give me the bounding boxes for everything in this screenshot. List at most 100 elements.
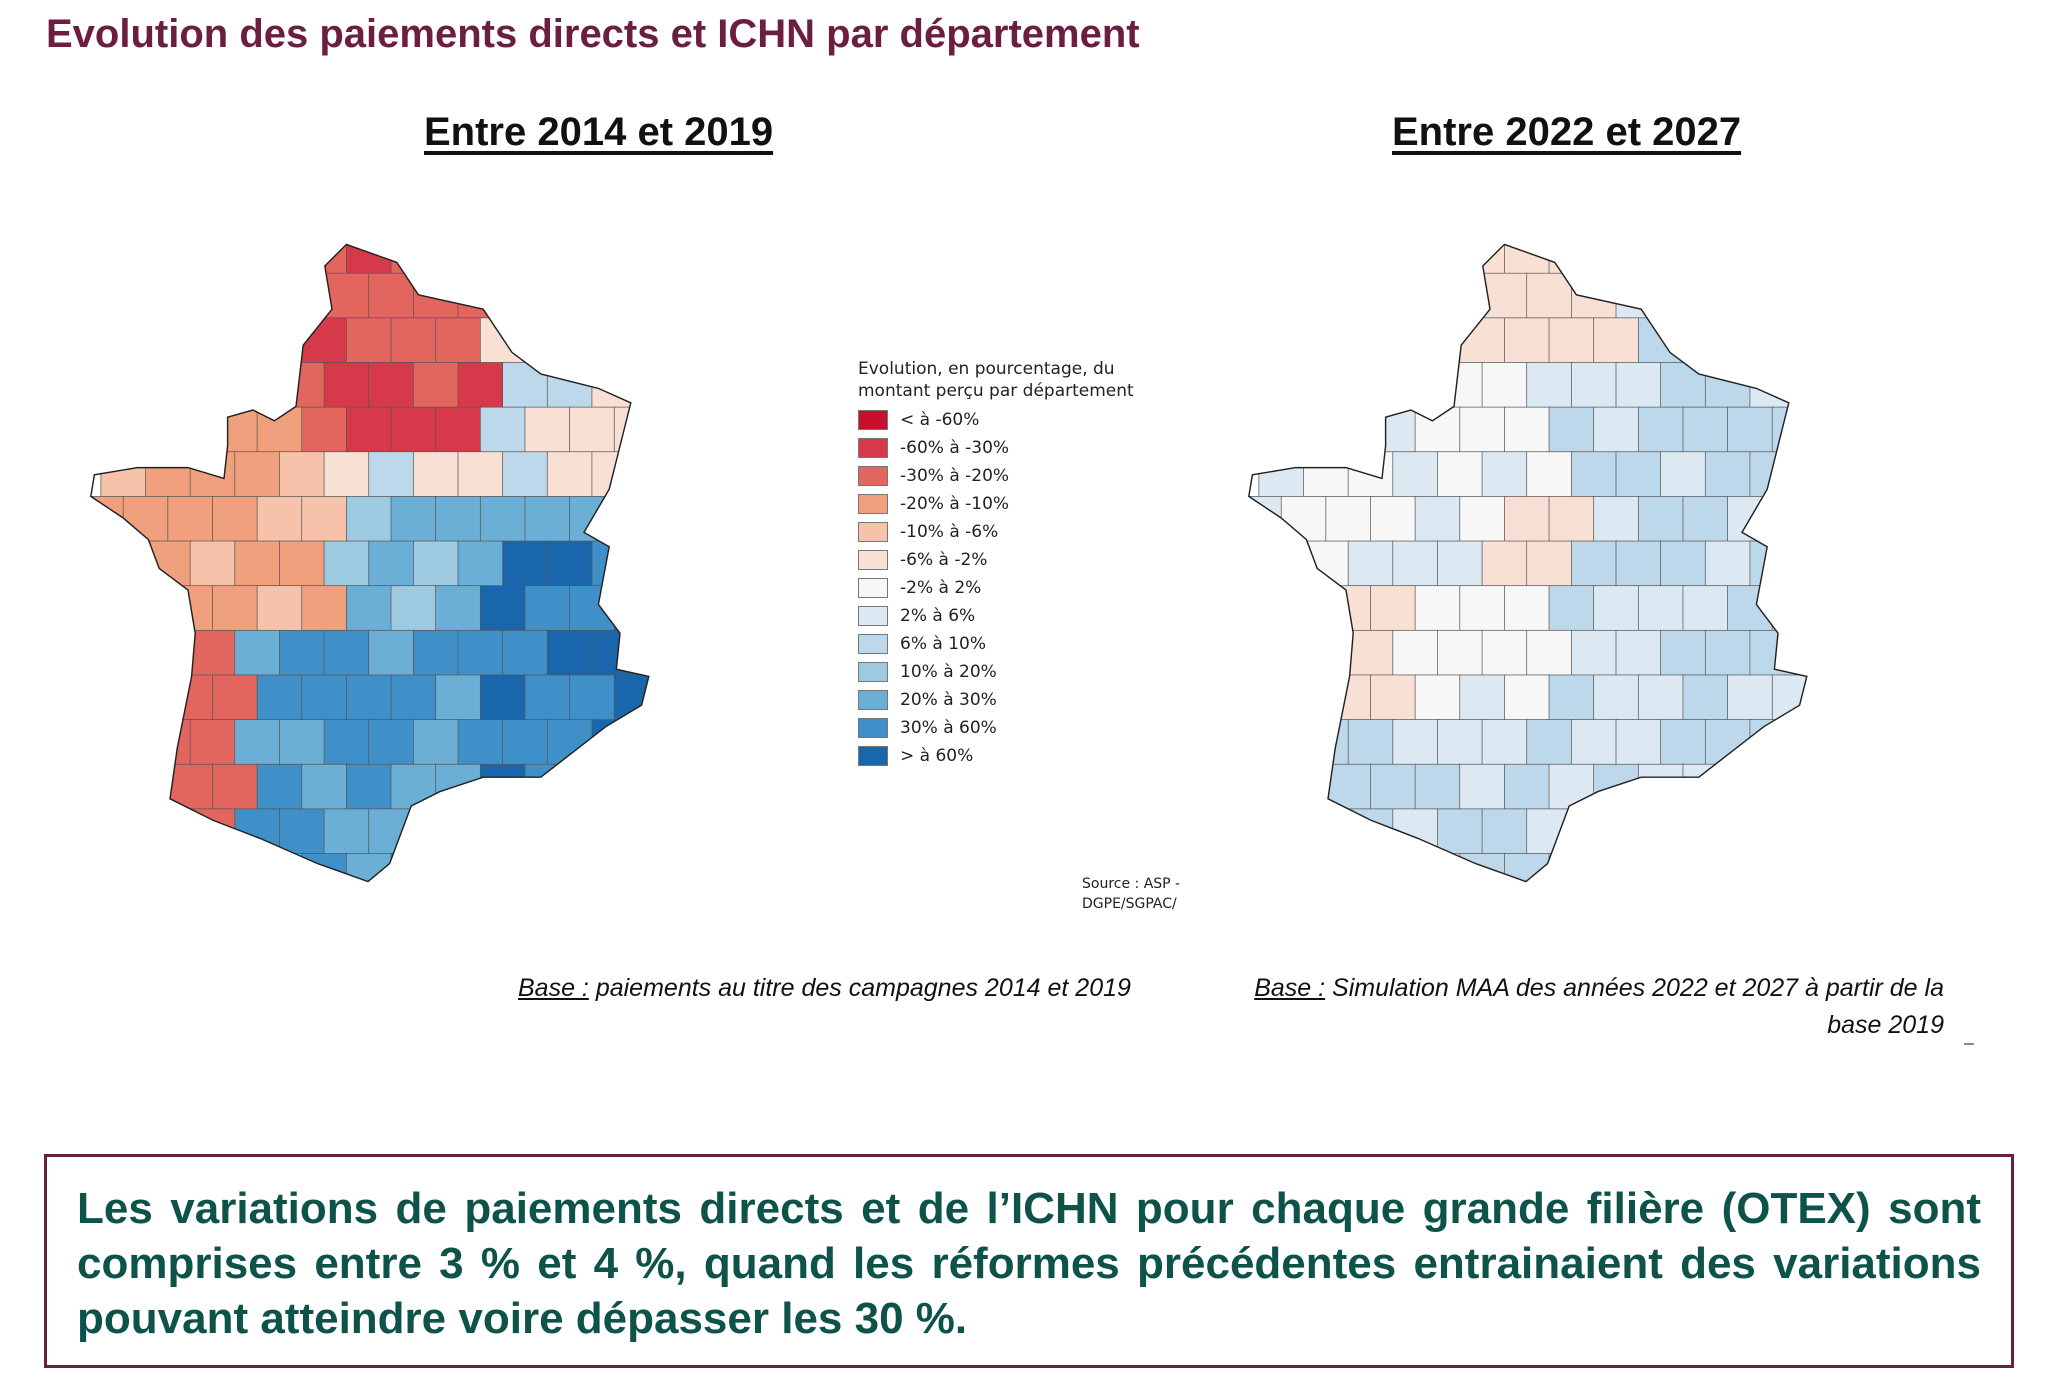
- department-region: [390, 585, 438, 633]
- department-region: [591, 540, 639, 588]
- department-region: [1347, 362, 1395, 409]
- department-region: [1839, 630, 1885, 676]
- department-region: [190, 898, 236, 944]
- department-region: [524, 674, 572, 722]
- department-region: [1258, 808, 1306, 856]
- legend-item: 2% à 6%: [858, 602, 1188, 630]
- department-region: [1817, 854, 1863, 900]
- france-map-2022-2027: [1248, 243, 1885, 944]
- department-region: [1437, 719, 1484, 767]
- legend-label: -2% à 2%: [900, 578, 982, 598]
- department-region: [1414, 496, 1462, 543]
- department-region: [479, 244, 527, 275]
- department-region: [1727, 853, 1775, 882]
- department-region: [145, 362, 192, 409]
- department-region: [502, 540, 550, 588]
- department-region: [1481, 629, 1529, 677]
- department-region: [256, 406, 304, 454]
- department-region: [1437, 808, 1484, 856]
- department-region: [1392, 362, 1440, 409]
- department-region: [681, 273, 727, 319]
- department-region: [524, 406, 572, 454]
- department-region: [1280, 496, 1328, 543]
- department-region: [681, 809, 727, 855]
- department-region: [323, 451, 371, 499]
- department-region: [1839, 362, 1885, 408]
- department-region: [1771, 763, 1807, 811]
- department-region: [413, 272, 460, 320]
- department-region: [1481, 451, 1529, 499]
- department-region: [1280, 763, 1328, 811]
- department-region: [1771, 674, 1807, 722]
- department-region: [279, 719, 326, 767]
- department-region: [90, 244, 126, 275]
- department-region: [681, 898, 727, 944]
- department-region: [1660, 272, 1708, 320]
- department-region: [279, 451, 326, 499]
- department-region: [1682, 496, 1730, 543]
- department-region: [189, 540, 237, 588]
- department-region: [458, 898, 504, 944]
- legend-item: -20% à -10%: [858, 490, 1188, 518]
- department-region: [324, 898, 370, 944]
- department-region: [1248, 674, 1283, 722]
- department-region: [1248, 406, 1283, 454]
- department-region: [613, 674, 649, 722]
- department-region: [1593, 585, 1641, 633]
- legend-label: < à -60%: [900, 410, 980, 430]
- department-region: [279, 808, 326, 856]
- department-region: [145, 808, 192, 856]
- legend-swatch: [858, 606, 888, 626]
- legend-item: 30% à 60%: [858, 714, 1188, 742]
- department-region: [1392, 719, 1440, 767]
- department-region: [1571, 898, 1617, 944]
- department-region: [323, 272, 371, 320]
- department-region: [502, 629, 550, 677]
- department-region: [301, 496, 349, 543]
- department-region: [1615, 808, 1663, 856]
- department-region: [1571, 451, 1618, 499]
- department-region: [1548, 244, 1596, 275]
- department-region: [1637, 763, 1685, 811]
- department-region: [301, 763, 349, 811]
- department-region: [613, 244, 649, 275]
- department-region: [435, 496, 483, 543]
- department-region: [90, 585, 126, 633]
- department-region: [1593, 853, 1641, 882]
- base-note-2022-2027: Base : Simulation MAA des années 2022 et…: [1224, 970, 1944, 1044]
- department-region: [546, 808, 594, 856]
- department-region: [546, 629, 594, 677]
- department-region: [1593, 244, 1641, 275]
- department-region: [1637, 244, 1685, 275]
- department-region: [390, 496, 438, 543]
- department-region: [145, 540, 192, 588]
- department-region: [1459, 585, 1507, 633]
- department-region: [1303, 272, 1350, 320]
- legend-item: < à -60%: [858, 406, 1188, 434]
- department-region: [212, 496, 259, 543]
- department-region: [1637, 674, 1685, 722]
- department-region: [1258, 719, 1306, 767]
- department-region: [368, 451, 416, 499]
- department-region: [100, 272, 148, 320]
- department-region: [1817, 318, 1863, 364]
- department-region: [569, 853, 617, 882]
- department-region: [569, 244, 617, 275]
- department-region: [591, 629, 639, 677]
- department-region: [636, 629, 649, 677]
- map-legend: Evolution, en pourcentage, du montant pe…: [858, 358, 1188, 770]
- department-region: [256, 317, 304, 365]
- department-region: [1682, 244, 1730, 275]
- department-region: [636, 272, 649, 320]
- department-region: [1771, 585, 1807, 633]
- department-region: [1749, 540, 1797, 588]
- department-region: [681, 720, 727, 766]
- department-region: [1682, 853, 1730, 882]
- department-region: [569, 496, 617, 543]
- department-region: [212, 853, 259, 882]
- department-region: [591, 808, 639, 856]
- department-region: [1839, 898, 1885, 944]
- department-region: [390, 763, 438, 811]
- department-region: [368, 272, 416, 320]
- department-region: [1248, 317, 1283, 365]
